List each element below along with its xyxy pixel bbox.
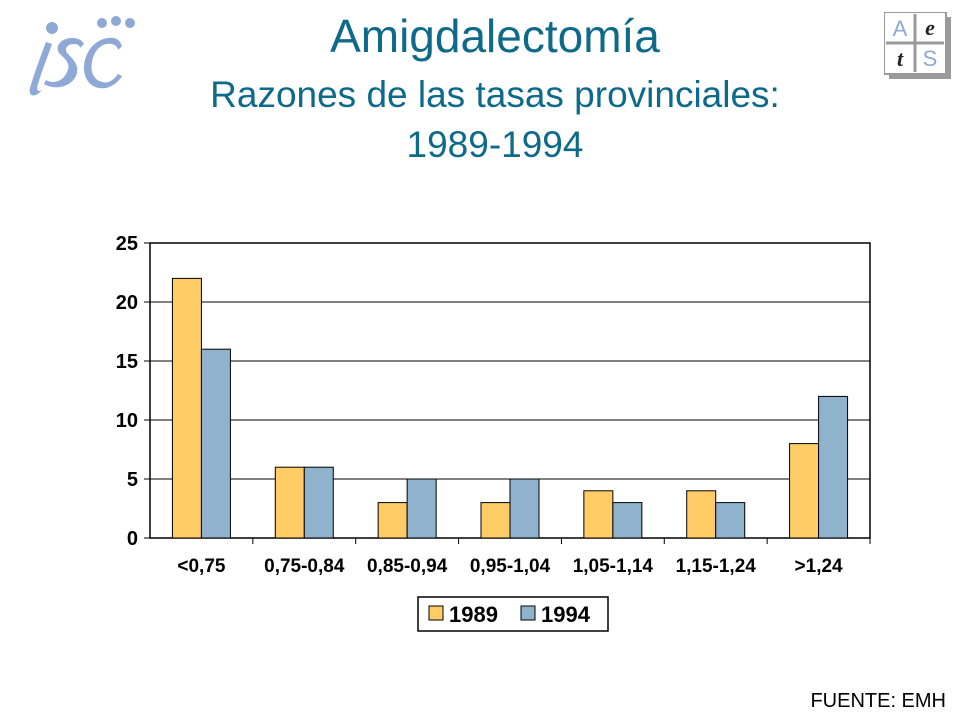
bar-1989-5 [686,490,717,539]
page-title: Amigdalectomía [330,10,660,62]
y-tick-label: 15 [116,351,138,373]
isc-logo [29,16,135,96]
legend-swatch-1989 [428,605,444,621]
aets-cell-e: e [925,15,935,40]
aets-cell-t: t [897,46,904,71]
y-tick-label: 20 [116,292,138,314]
legend-label-1989: 1989 [449,602,498,627]
bar-1994-1 [303,466,334,539]
aets-logo: A e t S [884,12,951,79]
page-subtitle-years: 1989-1994 [406,124,584,165]
y-tick-label: 0 [127,528,138,550]
x-tick-label: 1,15-1,24 [676,556,757,577]
page-subtitle: Razones de las tasas provinciales: [210,74,780,115]
x-tick-label: 0,95-1,04 [470,556,551,577]
bar-1994-4 [612,502,643,539]
bar-1994-0 [200,348,231,539]
bar-1994-5 [715,502,746,539]
bar-1989-6 [789,443,820,539]
legend-label-1994: 1994 [541,602,591,627]
legend-box [417,596,609,632]
bar-1989-1 [274,466,305,539]
y-tick-label: 10 [116,410,138,432]
bar-1989-3 [480,502,511,539]
x-tick-label: >1,24 [795,556,844,577]
x-tick-label: 0,75-0,84 [264,556,345,577]
bar-1994-2 [406,478,437,539]
bar-1994-6 [818,395,849,539]
legend-swatch-1994 [520,605,536,621]
bar-1989-4 [583,490,614,539]
title-block: Amigdalectomía Razones de las tasas prov… [150,8,840,170]
chart-legend: 1989 1994 [417,596,609,632]
bar-1989-2 [377,502,408,539]
x-tick-label: 0,85-0,94 [367,556,448,577]
bar-1989-0 [171,277,202,539]
bar-1994-3 [509,478,540,539]
source-note: FUENTE: EMH [810,690,946,712]
aets-cell-a: A [893,16,908,41]
y-tick-label: 5 [127,469,138,491]
aets-cell-s: S [923,46,938,71]
x-tick-label: 1,05-1,14 [573,556,654,577]
y-tick-label: 25 [116,233,138,255]
x-tick-label: <0,75 [177,556,226,577]
